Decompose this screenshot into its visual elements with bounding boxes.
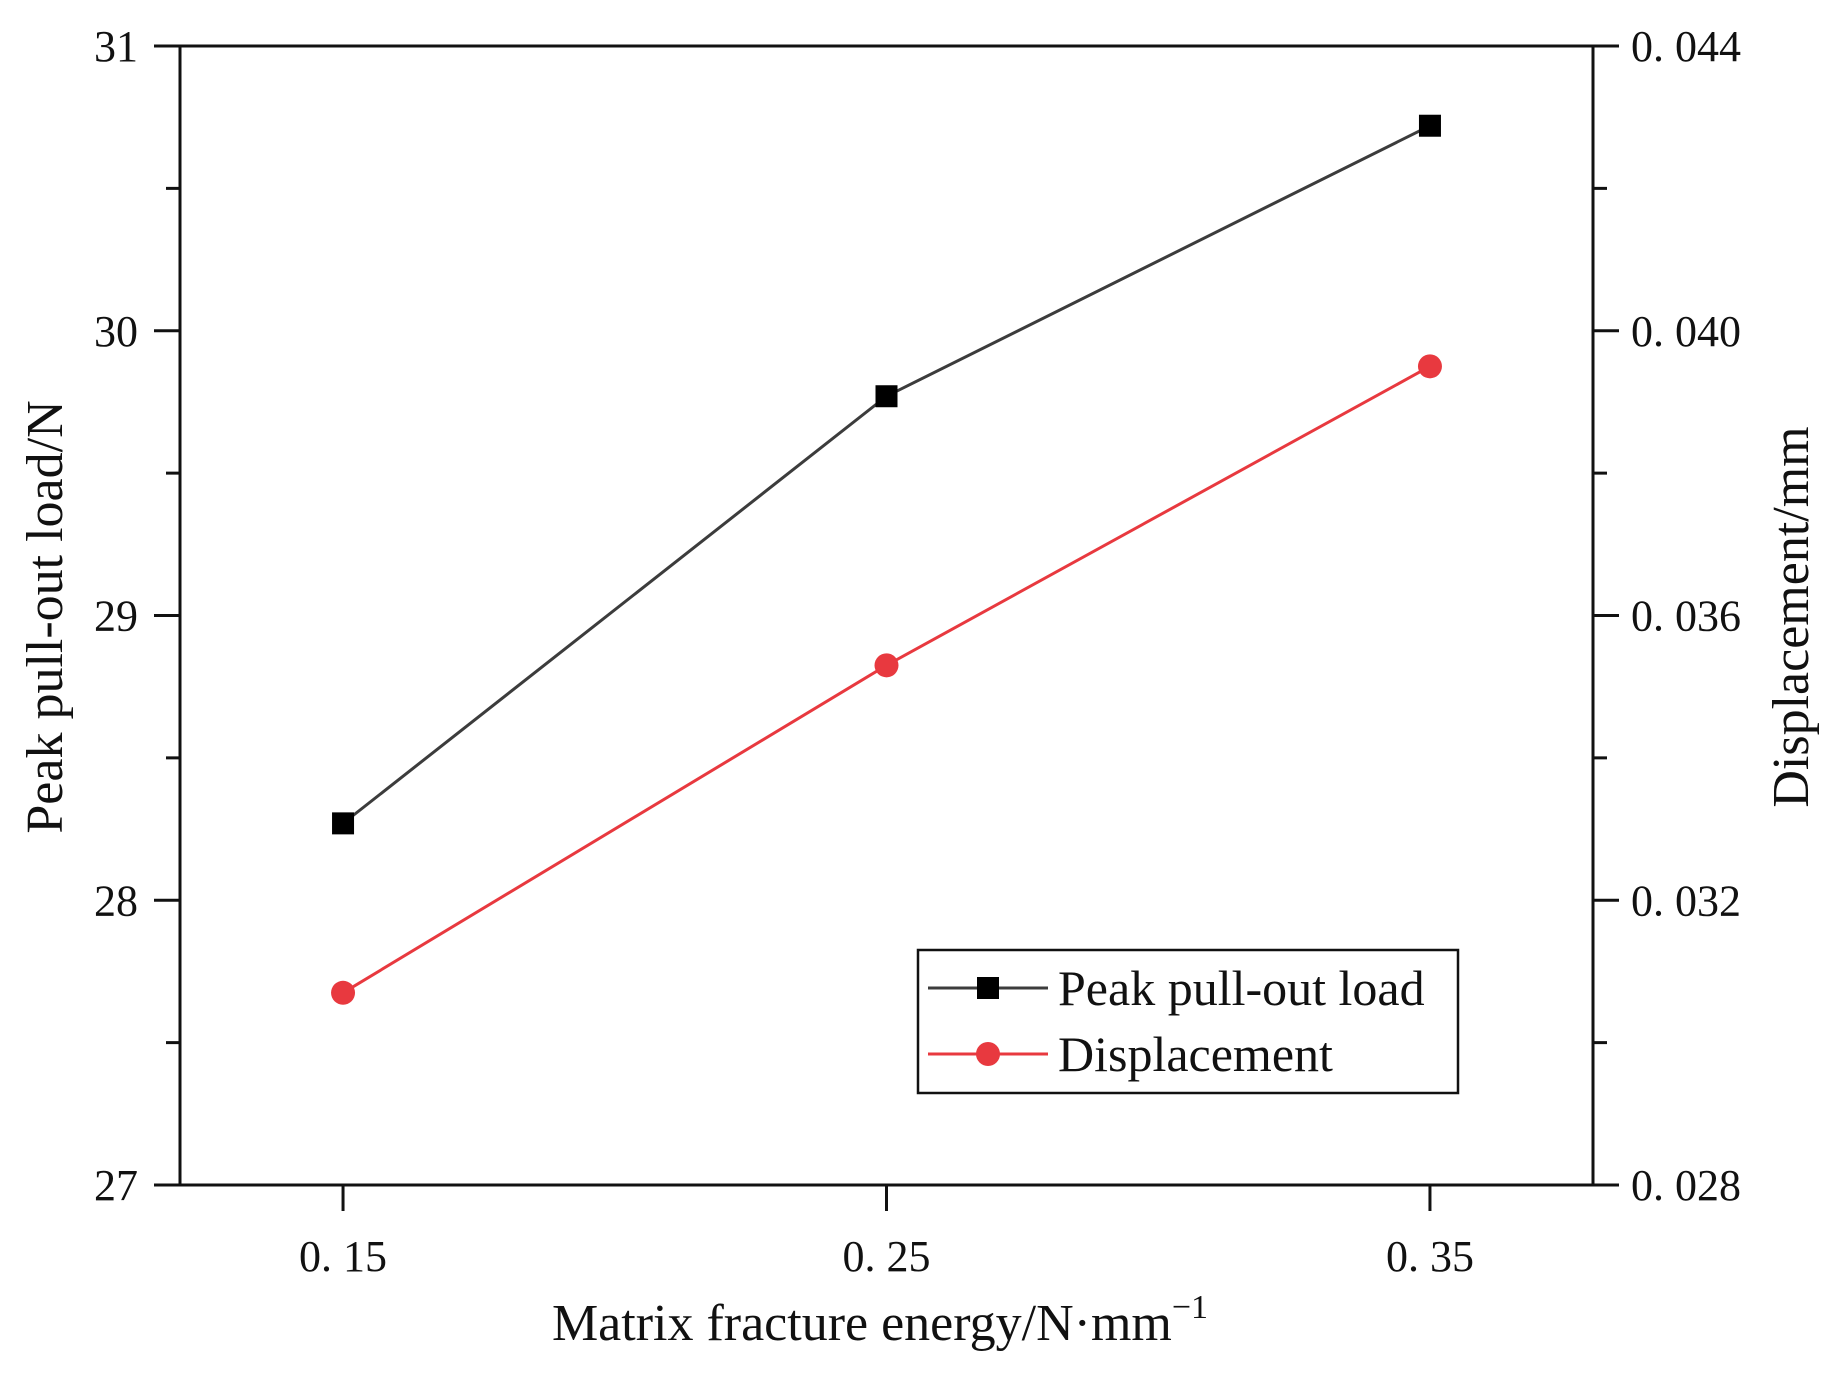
left-tick-label: 28 (94, 876, 138, 925)
legend-label-displacement: Displacement (1058, 1026, 1333, 1082)
x-tick-label: 0. 25 (843, 1232, 931, 1281)
data-point-displacement (1417, 354, 1442, 379)
data-point-peak-pull-out-load (332, 812, 355, 835)
y-axis-title-left: Peak pull-out load/N (17, 400, 74, 833)
series-line-peak-pull-out-load (342, 124, 1431, 825)
legend-label-peak: Peak pull-out load (1058, 960, 1425, 1016)
legend-item-peak-pull-out-load: Peak pull-out load (928, 960, 1425, 1016)
series-layer (331, 114, 1442, 1005)
legend-square-marker-icon (977, 977, 999, 999)
x-axis-title-main: Matrix fracture energy/N·mm (552, 1295, 1172, 1352)
data-point-displacement (331, 980, 356, 1005)
right-tick-label: 0. 040 (1631, 307, 1741, 356)
x-axis: 0. 15 0. 25 0. 35 (299, 1185, 1474, 1281)
left-tick-label: 27 (94, 1161, 138, 1210)
right-tick-label: 0. 044 (1631, 22, 1741, 71)
legend-box (916, 948, 1460, 1095)
right-y-axis: 0. 028 0. 032 0. 036 0. 040 0. 044 (1593, 22, 1741, 1210)
left-tick-label: 29 (94, 592, 138, 641)
legend-circle-marker-icon (976, 1042, 1000, 1066)
right-tick-label: 0. 036 (1631, 592, 1741, 641)
right-tick-label: 0. 032 (1631, 876, 1741, 925)
data-point-displacement (874, 653, 899, 678)
x-axis-title: Matrix fracture energy/N·mm−1 (552, 1289, 1208, 1352)
data-point-peak-pull-out-load (1418, 114, 1441, 137)
left-tick-label: 31 (94, 22, 138, 71)
series-line-displacement (342, 365, 1431, 995)
x-tick-label: 0. 15 (299, 1232, 387, 1281)
right-tick-label: 0. 028 (1631, 1161, 1741, 1210)
left-y-axis: 27 28 29 30 31 (94, 22, 180, 1210)
x-tick-label: 0. 35 (1386, 1232, 1474, 1281)
x-axis-title-superscript: −1 (1172, 1289, 1208, 1326)
left-tick-label: 30 (94, 307, 138, 356)
data-point-peak-pull-out-load (875, 385, 898, 408)
y-axis-title-right: Displacement/mm (1763, 426, 1820, 807)
legend-item-displacement: Displacement (928, 1026, 1333, 1082)
legend: Peak pull-out load Displacement (916, 948, 1460, 1095)
